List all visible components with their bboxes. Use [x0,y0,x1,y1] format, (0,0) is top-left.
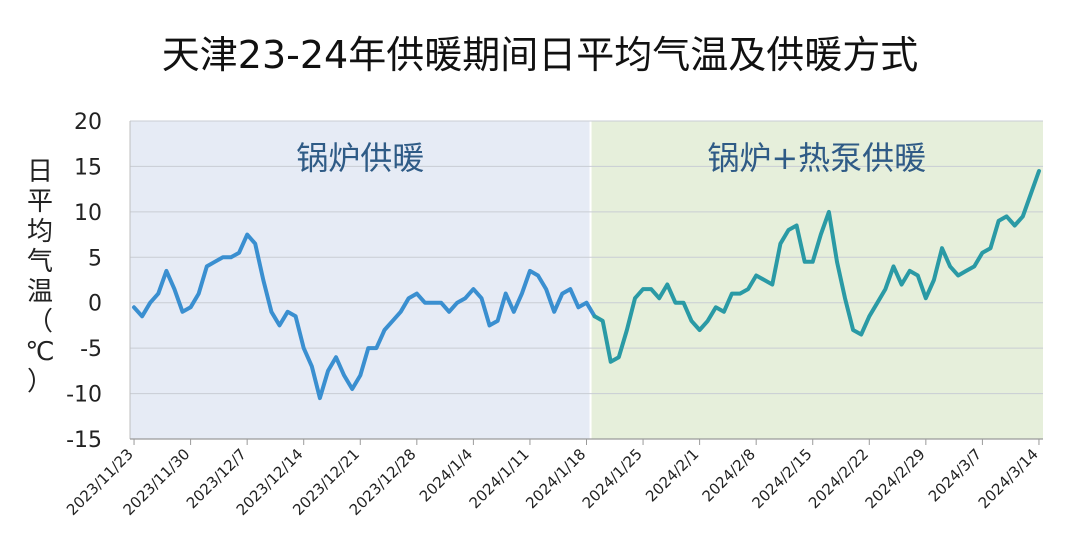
x-tick-label: 2024/1/4 [416,445,476,505]
y-axis-label-char: ） [27,367,53,397]
y-tick-label: -5 [80,337,102,362]
y-axis-label-char: 平 [27,187,53,217]
x-tick-label: 2024/2/29 [862,445,929,512]
y-tick-label: 5 [88,246,102,271]
series-line-boiler [132,232,597,401]
y-axis-label-char: 均 [27,217,53,247]
grid-lines [130,120,1043,395]
y-tick-label: 0 [88,292,102,317]
chart-title: 天津23-24年供暖期间日平均气温及供暖方式 [162,33,918,77]
y-axis-label: 日平均气温（℃） [25,157,54,397]
y-tick-label: 15 [74,155,102,180]
heating-regions [130,121,1043,439]
y-tick-label: -15 [66,428,102,453]
region-label-1: 锅炉+热泵供暖 [707,139,926,177]
temperature-series [132,169,1041,401]
x-tick-label: 2024/2/15 [748,445,815,512]
region-band-1 [590,121,1043,439]
x-tick-label: 2024/3/14 [975,445,1042,512]
y-tick-labels: 20 15 10 5 0 -5 -10 -15 [66,110,102,453]
y-axis-label-char: 气 [27,247,53,277]
x-tick-labels: 2023/11/232023/11/302023/12/72023/12/142… [63,439,1042,519]
y-axis-label-char: （ [27,307,53,337]
y-axis-label-char: 日 [27,157,53,187]
region-band-0 [130,121,591,439]
x-tick-label: 2024/1/25 [579,445,646,512]
y-axis-label-char: 温 [27,277,53,307]
x-tick-label: 2024/1/18 [522,445,589,512]
y-tick-label: 10 [74,201,102,226]
region-label-0: 锅炉供暖 [296,139,424,177]
x-tick-label: 2024/1/11 [466,445,533,512]
x-tick-label: 2024/2/1 [642,445,702,505]
x-tick-label: 2024/2/8 [699,445,759,505]
x-tick-label: 2024/3/7 [925,445,985,505]
series-line-boiler-heatpump [592,169,1041,364]
y-axis-label-char: ℃ [25,337,54,367]
x-tick-label: 2024/2/22 [805,445,872,512]
y-tick-label: -10 [66,383,102,408]
region-labels: 锅炉供暖 锅炉+热泵供暖 [296,139,926,177]
y-tick-label: 20 [74,110,102,135]
